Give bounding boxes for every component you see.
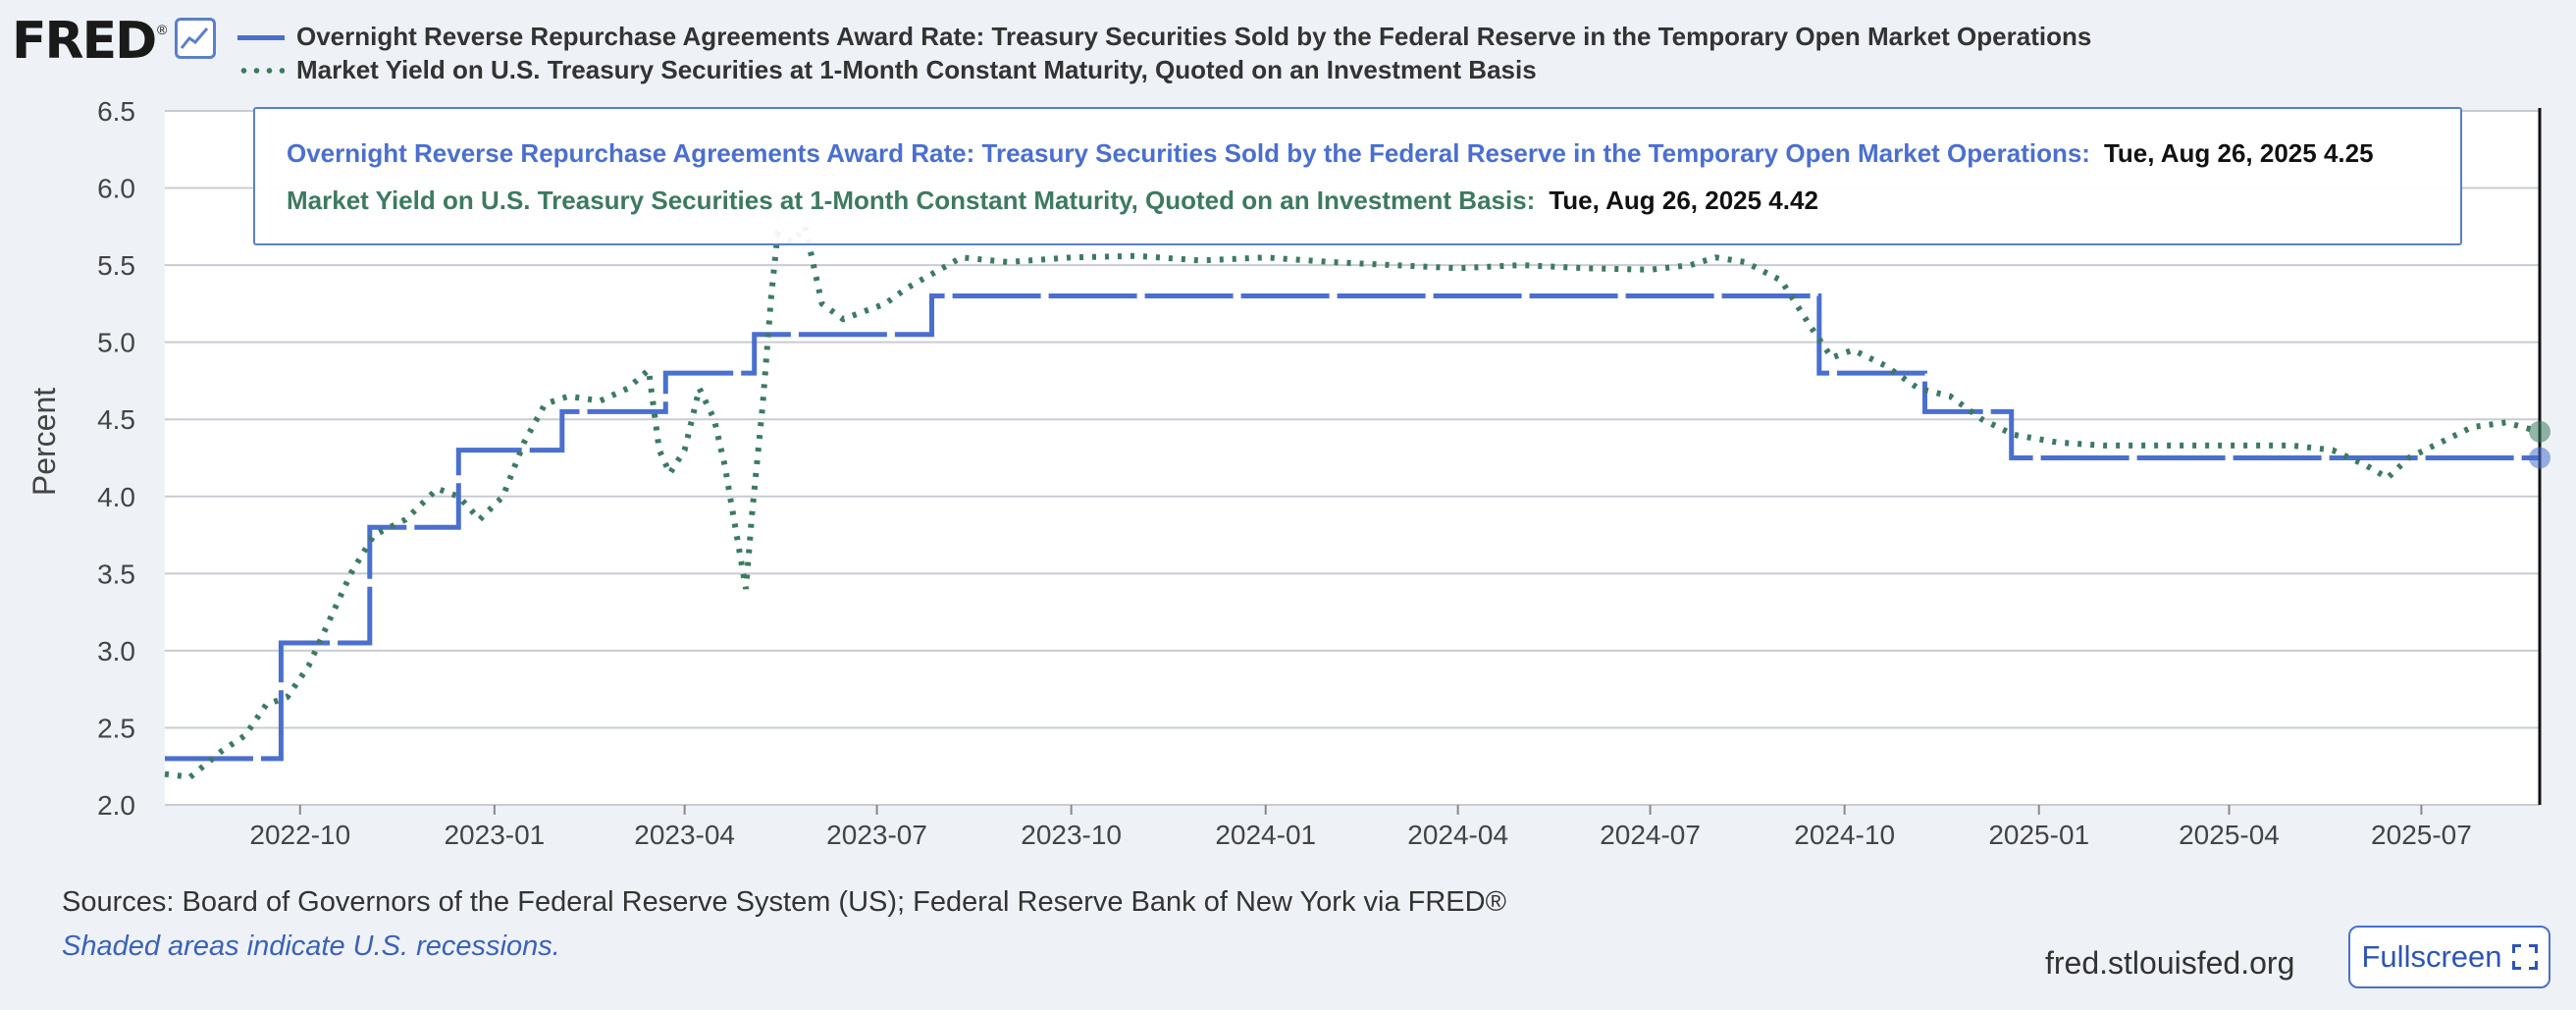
x-tick-label: 2023-07: [826, 820, 927, 850]
x-tick-label: 2025-01: [1988, 820, 2089, 850]
fred-logo[interactable]: FRED: [12, 12, 157, 71]
expand-icon: [2511, 944, 2538, 970]
tooltip-series2: Market Yield on U.S. Treasury Securities…: [287, 186, 1818, 216]
x-tick-label: 2024-10: [1794, 820, 1895, 850]
tooltip-series2-value: Tue, Aug 26, 2025 4.42: [1549, 186, 1818, 215]
series-lines: [164, 220, 2541, 780]
x-tick-label: 2023-10: [1021, 820, 1122, 850]
tooltip-series1: Overnight Reverse Repurchase Agreements …: [287, 138, 2374, 169]
x-axis-ticks: 2022-10 2023-01 2023-04 2023-07 2023-10 2024-…: [249, 805, 2472, 850]
y-axis-label: Percent: [26, 388, 62, 496]
y-tick-label: 2.5: [97, 713, 135, 743]
x-tick-label: 2023-04: [634, 820, 735, 850]
tooltip-series2-name: Market Yield on U.S. Treasury Securities…: [287, 186, 1536, 215]
y-axis-ticks: 2.0 2.5 3.0 3.5 4.0 4.5 5.0 5.5 6.0 6.5: [97, 96, 135, 821]
recession-note: Shaded areas indicate U.S. recessions.: [62, 930, 560, 962]
legend-swatch-dotted: [236, 58, 287, 83]
x-tick-label: 2024-07: [1600, 820, 1701, 850]
x-tick-label: 2023-01: [444, 820, 545, 850]
line-graph-icon[interactable]: [175, 18, 216, 59]
series2-point: [2529, 420, 2550, 443]
fullscreen-button[interactable]: Fullscreen: [2348, 926, 2550, 988]
hover-cursor: [2529, 108, 2550, 805]
registered-mark: ®: [157, 22, 168, 37]
sources-text: Sources: Board of Governors of the Feder…: [62, 886, 1506, 918]
x-tick-label: 2024-04: [1407, 820, 1508, 850]
x-tick-label: 2025-07: [2371, 820, 2472, 850]
y-tick-label: 6.5: [97, 96, 135, 127]
legend-label-series1: Overnight Reverse Repurchase Agreements …: [296, 22, 2092, 51]
legend-item-series1[interactable]: Overnight Reverse Repurchase Agreements …: [236, 22, 2091, 52]
x-tick-label: 2024-01: [1215, 820, 1316, 850]
chart-header: FRED ® Overnight Reverse Repurchase Agre…: [0, 0, 2576, 98]
series1-point: [2529, 447, 2550, 469]
tooltip-series1-value: Tue, Aug 26, 2025 4.25: [2103, 138, 2374, 168]
y-tick-label: 3.5: [97, 558, 135, 589]
site-url[interactable]: fred.stlouisfed.org: [2045, 945, 2295, 981]
x-tick-label: 2022-10: [249, 820, 350, 850]
y-tick-label: 5.5: [97, 250, 135, 281]
y-tick-label: 3.0: [97, 636, 135, 666]
y-tick-label: 4.5: [97, 404, 135, 435]
y-tick-label: 2.0: [97, 790, 135, 821]
x-tick-label: 2025-04: [2179, 820, 2280, 850]
y-tick-label: 4.0: [97, 482, 135, 512]
legend-item-series2[interactable]: Market Yield on U.S. Treasury Securities…: [236, 55, 1537, 85]
tooltip-series1-name: Overnight Reverse Repurchase Agreements …: [287, 138, 2090, 168]
y-tick-label: 5.0: [97, 328, 135, 358]
fullscreen-label: Fullscreen: [2361, 939, 2502, 974]
hover-tooltip: Overnight Reverse Repurchase Agreements …: [253, 107, 2462, 245]
y-tick-label: 6.0: [97, 174, 135, 204]
legend-swatch-solid: [236, 25, 287, 50]
legend-label-series2: Market Yield on U.S. Treasury Securities…: [296, 55, 1537, 84]
